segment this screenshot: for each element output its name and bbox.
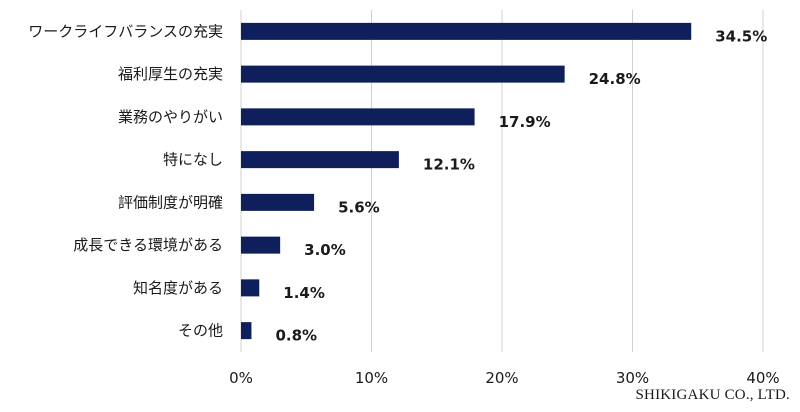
- data-label: 12.1%: [423, 156, 475, 174]
- x-tick-label: 40%: [746, 369, 779, 387]
- data-label: 5.6%: [338, 198, 380, 216]
- bars: [241, 22, 692, 340]
- x-tick-label: 30%: [616, 369, 649, 387]
- data-label: 1.4%: [283, 284, 325, 302]
- data-label: 17.9%: [499, 113, 551, 131]
- category-label: 評価制度が明確: [118, 193, 223, 211]
- x-tick-label: 20%: [485, 369, 518, 387]
- category-label: 福利厚生の充実: [118, 65, 223, 83]
- bar: [241, 22, 692, 40]
- data-label: 24.8%: [589, 70, 641, 88]
- category-label: 知名度がある: [133, 279, 223, 297]
- category-label: 業務のやりがい: [118, 108, 223, 126]
- bar: [241, 108, 475, 126]
- bar: [241, 279, 260, 297]
- data-label: 3.0%: [304, 241, 346, 259]
- data-label: 34.5%: [715, 27, 767, 45]
- bar: [241, 65, 565, 83]
- x-tick-label: 0%: [229, 369, 253, 387]
- bar: [241, 193, 315, 211]
- x-axis-ticks: 0% 10% 20% 30% 40%: [229, 369, 780, 387]
- category-label: 成長できる環境がある: [73, 236, 223, 254]
- value-labels: 34.5% 24.8% 17.9% 12.1% 5.6% 3.0% 1.4% 0.8%: [275, 27, 767, 344]
- category-labels: ワークライフバランスの充実福利厚生の充実業務のやりがい特になし評価制度が明確成長…: [28, 22, 223, 339]
- bar: [241, 151, 399, 169]
- category-label: ワークライフバランスの充実: [28, 22, 223, 40]
- x-tick-label: 10%: [355, 369, 388, 387]
- category-label: 特になし: [163, 151, 223, 169]
- copyright-credit: SHIKIGAKU CO., LTD.: [635, 387, 790, 403]
- bar: [241, 322, 252, 340]
- data-label: 0.8%: [275, 327, 317, 345]
- bar: [241, 236, 281, 254]
- category-label: その他: [178, 322, 223, 340]
